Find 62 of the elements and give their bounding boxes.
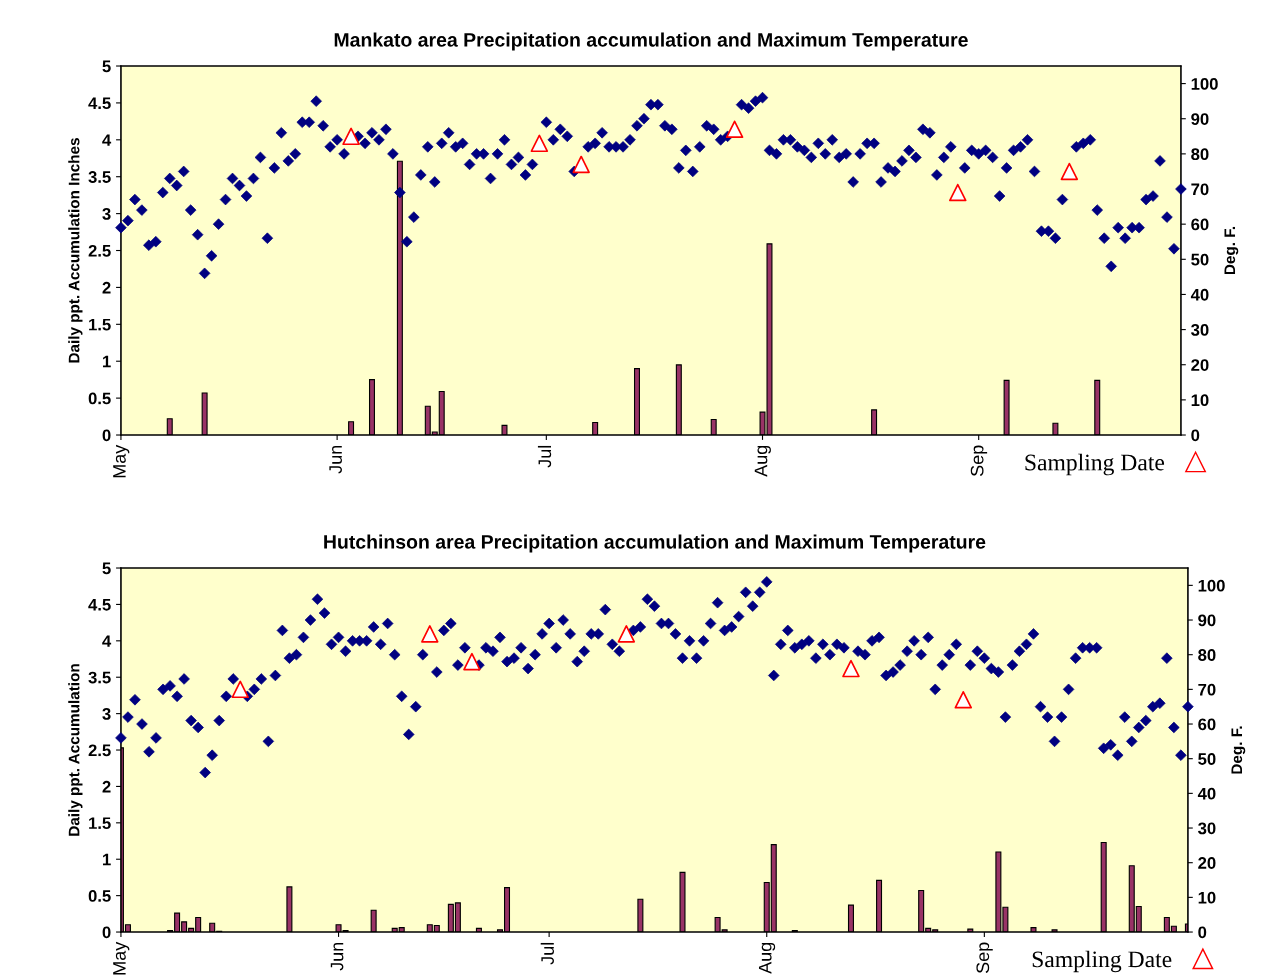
y2-tick-label: 90 [1198, 614, 1216, 627]
x-tick-label: Sep [976, 942, 993, 974]
y-axis-title: Daily ppt. Accumulation [68, 664, 83, 836]
x-tick-label: May [113, 941, 130, 975]
y2-tick-label: 20 [1191, 359, 1209, 371]
y2-axis-title: Deg. F. [1224, 226, 1239, 275]
y-tick-label: 3.5 [88, 171, 111, 183]
y2-tick-label: 0 [1198, 926, 1207, 939]
y2-tick-label: 30 [1198, 822, 1216, 835]
y2-tick-label: 40 [1190, 288, 1209, 301]
y-tick-label: 4 [102, 134, 112, 146]
y-tick-label: 2 [102, 281, 111, 294]
y-tick-label: 3 [102, 708, 111, 720]
y-axis-title: Daily ppt. Accumulation Inches [68, 138, 83, 363]
y2-tick-label: 70 [1198, 683, 1216, 696]
y-tick-label: 0 [102, 429, 111, 442]
y2-tick-label: 30 [1191, 323, 1209, 336]
y-tick-label: 2.5 [88, 744, 111, 757]
y2-tick-label: 70 [1191, 183, 1209, 196]
x-tick-label: Aug [758, 942, 776, 974]
y2-tick-label: 60 [1198, 718, 1216, 731]
y-tick-label: 1.5 [89, 318, 111, 331]
x-tick-label: Jul [537, 445, 552, 468]
x-tick-label: Jun [329, 445, 342, 474]
x-tick-label: Jun [330, 942, 344, 971]
y2-tick-label: 60 [1191, 218, 1209, 231]
y2-tick-label: 100 [1198, 579, 1225, 592]
y-tick-label: 0.5 [88, 392, 111, 405]
legend-label: Sampling Date [1025, 453, 1165, 476]
y2-tick-label: 50 [1198, 753, 1216, 765]
chart-title: Mankato area Precipitation accumulation and Maximum Temperature [334, 32, 968, 51]
x-tick-label: Sep [970, 445, 988, 477]
chart-title: Hutchinson area Precipitation accumulation and Maximum Temperature [324, 534, 986, 553]
y-tick-label: 4.5 [88, 97, 111, 110]
y-tick-label: 4.5 [88, 599, 111, 611]
y2-tick-label: 80 [1198, 649, 1216, 661]
y2-tick-label: 40 [1197, 787, 1216, 800]
y2-tick-label: 20 [1198, 857, 1216, 869]
legend-label: Sampling Date [1032, 950, 1172, 973]
y2-tick-label: 100 [1191, 77, 1218, 90]
x-tick-label: Aug [754, 445, 771, 477]
y-tick-label: 1 [102, 355, 111, 368]
y-tick-label: 3.5 [88, 671, 111, 684]
y-tick-label: 4 [102, 635, 112, 647]
y-tick-label: 1 [102, 853, 111, 866]
y2-tick-label: 0 [1191, 429, 1200, 442]
y-tick-label: 3 [102, 208, 111, 220]
y2-axis-title: Deg. F. [1231, 726, 1246, 774]
y2-tick-label: 80 [1191, 148, 1209, 161]
y-tick-label: 0 [102, 926, 111, 939]
y-tick-label: 2 [102, 780, 111, 793]
y2-tick-label: 10 [1191, 394, 1209, 407]
y-tick-label: 5 [102, 562, 111, 575]
y2-tick-label: 90 [1191, 113, 1209, 125]
x-tick-label: May [113, 444, 130, 478]
y-tick-label: 1.5 [89, 817, 111, 830]
y-tick-label: 0.5 [88, 890, 111, 902]
y2-tick-label: 10 [1198, 891, 1216, 904]
y-tick-label: 2.5 [88, 244, 111, 257]
y2-tick-label: 50 [1191, 253, 1209, 266]
y-tick-label: 5 [102, 60, 111, 73]
x-tick-label: Jul [540, 942, 554, 965]
